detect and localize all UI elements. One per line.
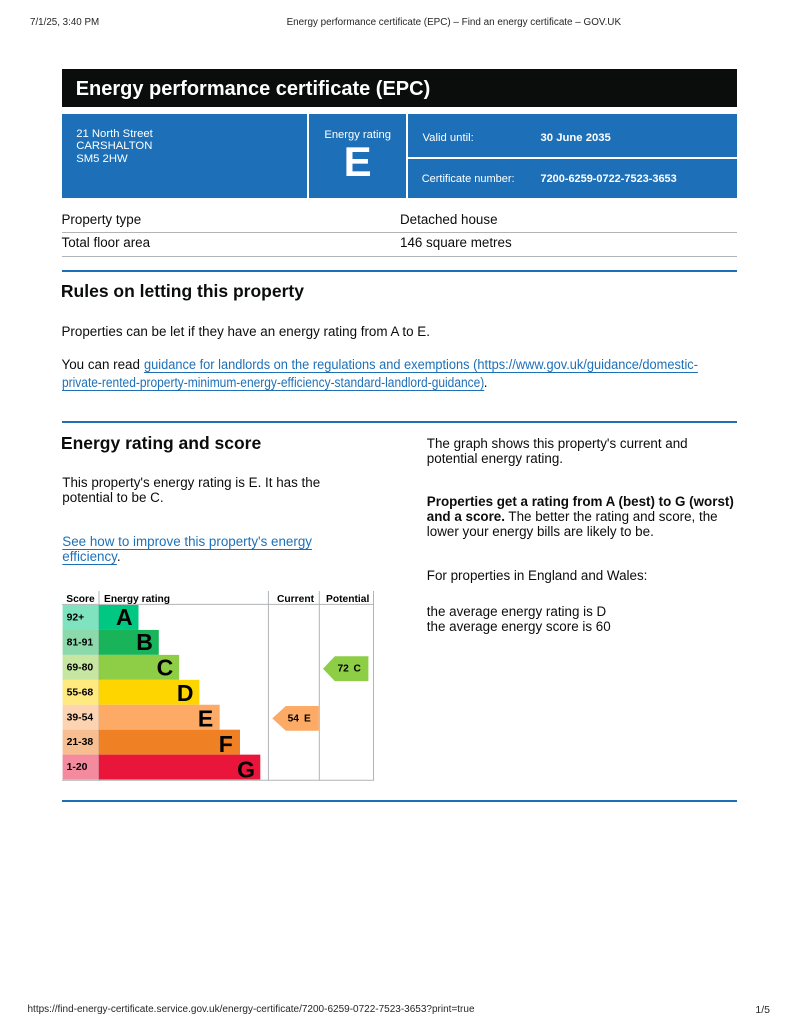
svg-text:Score: Score xyxy=(66,594,95,605)
svg-text:Potential: Potential xyxy=(326,594,369,605)
svg-text:39-54: 39-54 xyxy=(67,712,94,723)
svg-text:1-20: 1-20 xyxy=(67,762,88,773)
svg-text:Current: Current xyxy=(277,594,315,605)
svg-text:55-68: 55-68 xyxy=(67,687,94,698)
svg-text:69-80: 69-80 xyxy=(67,662,94,673)
svg-text:C: C xyxy=(354,663,362,674)
svg-text:54: 54 xyxy=(288,714,300,725)
svg-text:92+: 92+ xyxy=(67,613,85,624)
svg-text:Energy rating: Energy rating xyxy=(104,594,170,605)
svg-text:G: G xyxy=(237,756,255,782)
svg-text:F: F xyxy=(219,731,233,757)
svg-text:A: A xyxy=(116,604,133,630)
svg-text:E: E xyxy=(198,706,213,732)
svg-text:72: 72 xyxy=(338,663,350,674)
svg-text:E: E xyxy=(304,714,311,725)
svg-text:21-38: 21-38 xyxy=(67,737,94,748)
svg-text:C: C xyxy=(157,655,174,681)
svg-text:81-91: 81-91 xyxy=(67,637,94,648)
svg-text:B: B xyxy=(136,629,153,655)
svg-text:D: D xyxy=(177,680,194,706)
